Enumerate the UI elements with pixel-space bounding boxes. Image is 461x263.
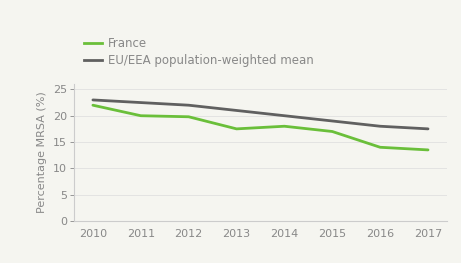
EU/EEA population-weighted mean xyxy=(234,109,239,112)
EU/EEA population-weighted mean xyxy=(90,98,96,102)
Line: France: France xyxy=(93,105,428,150)
EU/EEA population-weighted mean xyxy=(425,127,431,130)
Legend: France, EU/EEA population-weighted mean: France, EU/EEA population-weighted mean xyxy=(80,33,319,72)
France xyxy=(425,148,431,151)
EU/EEA population-weighted mean xyxy=(186,104,191,107)
EU/EEA population-weighted mean xyxy=(378,125,383,128)
EU/EEA population-weighted mean xyxy=(282,114,287,117)
France xyxy=(186,115,191,118)
France xyxy=(138,114,143,117)
Y-axis label: Percentage MRSA (%): Percentage MRSA (%) xyxy=(37,92,47,213)
EU/EEA population-weighted mean xyxy=(138,101,143,104)
France xyxy=(234,127,239,130)
France xyxy=(330,130,335,133)
EU/EEA population-weighted mean xyxy=(330,119,335,123)
France xyxy=(90,104,96,107)
France xyxy=(282,125,287,128)
Line: EU/EEA population-weighted mean: EU/EEA population-weighted mean xyxy=(93,100,428,129)
France xyxy=(378,146,383,149)
